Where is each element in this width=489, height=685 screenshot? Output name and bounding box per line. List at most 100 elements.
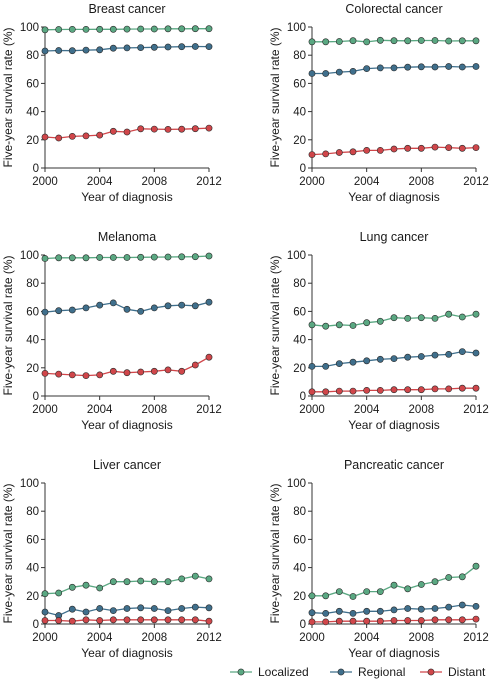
data-point (191, 253, 199, 261)
data-point (308, 151, 316, 158)
data-point (82, 581, 90, 589)
data-point (191, 572, 199, 580)
data-point (390, 314, 398, 322)
data-point (41, 590, 49, 598)
legend: Localized Regional Distant (230, 665, 486, 679)
data-point (178, 301, 186, 309)
legend-label: Regional (358, 665, 405, 679)
data-point (445, 385, 453, 393)
x-axis-label: Year of diagnosis (81, 646, 173, 660)
x-tick-label: 2012 (196, 176, 222, 188)
data-point (191, 125, 199, 133)
chart-panel: Lung cancer 0 20 40 60 80 100 2000 2004 2008 2012 Y… (268, 230, 489, 432)
x-axis-label: Year of diagnosis (348, 418, 440, 432)
data-point (390, 355, 398, 362)
data-point (417, 581, 425, 588)
x-axis-label: Year of diagnosis (81, 418, 173, 432)
y-tick-label: 80 (293, 506, 306, 518)
y-axis-label: Five-year survival rate (%) (268, 27, 282, 167)
data-point (41, 369, 49, 377)
x-tick-label: 2008 (409, 176, 435, 188)
data-point (41, 608, 49, 616)
data-point (68, 371, 76, 379)
x-tick-label: 2008 (409, 404, 435, 416)
data-point (458, 348, 466, 355)
data-point (308, 618, 316, 626)
data-point (417, 314, 425, 322)
data-point (335, 607, 343, 615)
data-point (335, 38, 343, 45)
data-point (390, 581, 398, 589)
x-tick-label: 2004 (87, 176, 113, 188)
data-point (363, 386, 371, 394)
data-point (308, 38, 316, 46)
chart-title: Melanoma (98, 230, 156, 244)
data-point (178, 575, 186, 583)
y-tick-label: 0 (33, 619, 39, 631)
data-point (164, 43, 172, 51)
data-point (376, 355, 384, 363)
data-point (376, 146, 384, 154)
y-tick-label: 80 (26, 50, 39, 62)
data-point (431, 385, 439, 393)
data-point (68, 47, 76, 55)
data-point (376, 588, 384, 595)
data-point (390, 606, 398, 614)
y-tick-label: 0 (300, 163, 306, 175)
x-axis-label: Year of diagnosis (348, 190, 440, 204)
data-point (417, 353, 425, 360)
data-point (404, 144, 412, 152)
data-point (123, 616, 131, 624)
data-point (82, 46, 90, 54)
data-point (164, 607, 172, 614)
data-point (164, 302, 172, 310)
data-point (404, 617, 412, 624)
data-point (349, 68, 357, 75)
data-point (458, 601, 466, 609)
data-point (322, 38, 330, 46)
data-point (335, 360, 343, 367)
data-point (178, 605, 186, 612)
data-point (417, 37, 425, 44)
data-point (445, 616, 453, 624)
data-point (96, 254, 104, 261)
data-point (417, 617, 425, 624)
data-point (41, 133, 49, 141)
y-tick-label: 60 (26, 534, 39, 546)
x-tick-label: 2008 (142, 176, 168, 188)
y-tick-label: 0 (33, 391, 39, 403)
data-point (308, 592, 316, 600)
x-tick-label: 2000 (32, 632, 58, 644)
data-point (150, 304, 158, 312)
x-tick-label: 2004 (354, 176, 380, 188)
data-point (322, 618, 330, 626)
data-point (431, 578, 439, 586)
data-point (445, 63, 453, 70)
legend-swatch-marker (237, 668, 245, 676)
data-point (123, 254, 131, 261)
data-point (472, 144, 480, 151)
data-point (472, 603, 480, 610)
y-tick-label: 40 (293, 335, 306, 347)
data-point (308, 388, 316, 396)
y-tick-label: 0 (300, 391, 306, 403)
y-tick-label: 20 (293, 135, 306, 147)
data-point (404, 585, 412, 593)
data-point (150, 616, 158, 624)
data-point (445, 574, 453, 581)
data-point (123, 44, 131, 52)
data-point (96, 617, 104, 624)
x-tick-label: 2012 (463, 632, 489, 644)
data-point (55, 307, 63, 315)
data-point (308, 70, 316, 77)
data-point (137, 253, 145, 261)
data-point (431, 616, 439, 624)
data-point (322, 610, 330, 617)
data-point (205, 43, 213, 50)
legend-label: Localized (258, 665, 309, 679)
data-point (137, 577, 145, 585)
data-point (363, 607, 371, 615)
data-point (150, 578, 158, 586)
chart-title: Colorectal cancer (345, 2, 442, 16)
data-point (376, 36, 384, 44)
